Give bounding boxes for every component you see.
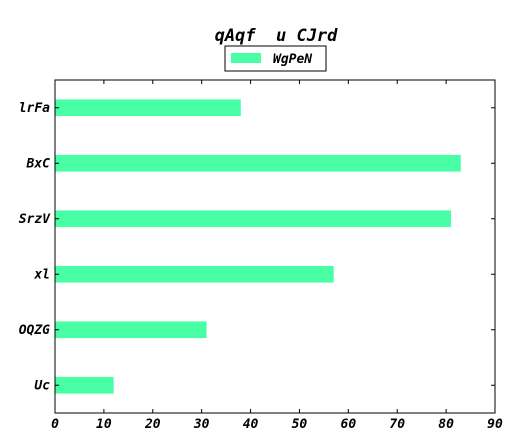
x-tick-label: 90 bbox=[487, 417, 503, 432]
y-tick-label: xl bbox=[33, 267, 50, 282]
y-tick-label: SrzV bbox=[19, 212, 51, 227]
bar-bxc bbox=[55, 154, 461, 172]
ticks-group: lrFa BxC SrzV xl OQZG Uc 0 10 20 30 40 50 60 70 80 90 bbox=[19, 80, 503, 432]
x-tick-label: 0 bbox=[51, 417, 59, 432]
x-tick-label: 80 bbox=[438, 417, 454, 432]
bar-oqzg bbox=[55, 321, 207, 339]
y-tick-label: Uc bbox=[34, 378, 50, 393]
plot-frame bbox=[54, 79, 496, 414]
legend-swatch bbox=[231, 53, 261, 63]
y-tick-label: OQZG bbox=[19, 323, 50, 338]
bar-xl bbox=[55, 265, 334, 283]
chart-title: qAqf u CJrd bbox=[215, 26, 339, 46]
x-tick-label: 70 bbox=[389, 417, 405, 432]
x-tick-label: 50 bbox=[292, 417, 308, 432]
legend: WgPeN bbox=[224, 45, 327, 72]
x-tick-label: 40 bbox=[243, 417, 259, 432]
legend-label: WgPeN bbox=[273, 52, 312, 67]
bar-uc bbox=[55, 376, 114, 394]
x-tick-label: 30 bbox=[193, 417, 210, 432]
x-tick-label: 10 bbox=[96, 417, 112, 432]
x-tick-label: 20 bbox=[144, 417, 161, 432]
x-tick-label: 60 bbox=[341, 417, 357, 432]
bar-lrfa bbox=[55, 99, 241, 117]
y-tick-label: lrFa bbox=[19, 101, 50, 116]
bar-srzv bbox=[55, 210, 451, 228]
bars-group bbox=[55, 99, 461, 394]
y-tick-label: BxC bbox=[26, 156, 51, 171]
